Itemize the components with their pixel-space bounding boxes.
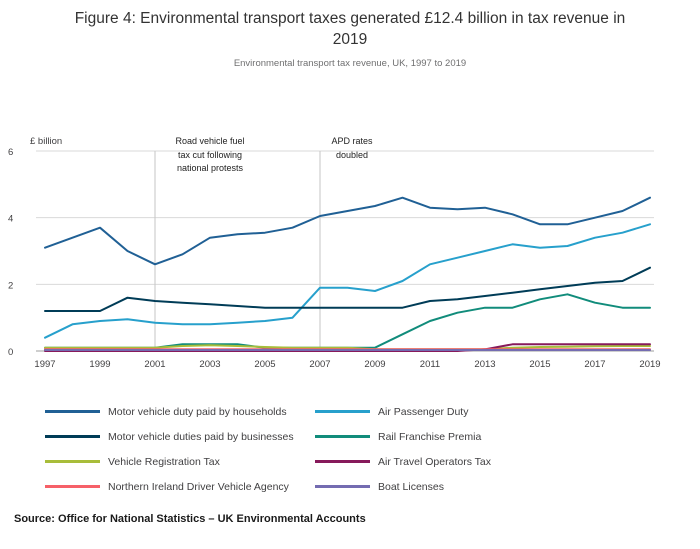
legend-item[interactable]: Northern Ireland Driver Vehicle Agency (45, 479, 315, 494)
legend-label: Boat Licenses (378, 480, 444, 493)
legend-label: Motor vehicle duty paid by households (108, 405, 287, 418)
x-tick-label: 2011 (420, 359, 440, 370)
x-tick-label: 2005 (254, 359, 275, 370)
annotation-fuel-protests: Road vehicle fuel tax cut following nation… (150, 135, 270, 176)
legend-item[interactable]: Air Travel Operators Tax (315, 454, 491, 469)
annotation-text-line: doubled (335, 149, 369, 160)
annotation-apd-doubled: APD rates doubled (314, 135, 390, 162)
x-tick-label: 2003 (199, 359, 220, 370)
source-label: Source: (14, 513, 55, 525)
legend-swatch (315, 460, 370, 463)
legend-swatch (45, 485, 100, 488)
series-line (44, 196, 651, 266)
legend-item[interactable]: Motor vehicle duty paid by households (45, 404, 315, 419)
series-line (44, 223, 651, 339)
chart-title: Figure 4: Environmental transport taxes … (74, 10, 626, 48)
chart-area: £ billion Road vehicle fuel tax cut follo… (0, 130, 700, 380)
y-tick-label: 0 (8, 347, 13, 358)
legend-swatch (315, 435, 370, 438)
legend-label: Vehicle Registration Tax (108, 455, 220, 468)
legend-swatch (315, 485, 370, 488)
y-axis-unit-label: £ billion (30, 136, 63, 147)
x-tick-label: 2009 (364, 359, 385, 370)
y-tick-label: 6 (8, 147, 13, 158)
legend-label: Rail Franchise Premia (378, 430, 482, 443)
legend-swatch (45, 460, 100, 463)
x-tick-label: 1999 (89, 359, 110, 370)
x-tick-label: 1997 (34, 359, 55, 370)
annotation-text-line: national protests (176, 163, 244, 173)
legend-label: Air Travel Operators Tax (378, 455, 492, 468)
legend-label: Northern Ireland Driver Vehicle Agency (108, 480, 289, 493)
chart-subtitle: Environmental transport tax revenue, UK,… (233, 58, 467, 69)
annotation-text-line: Road vehicle fuel (175, 136, 245, 146)
legend-item[interactable]: Rail Franchise Premia (315, 429, 491, 444)
legend-swatch (45, 410, 100, 413)
series-line (44, 344, 651, 351)
annotation-text-line: APD rates (331, 136, 373, 146)
x-tick-label: 2001 (144, 359, 165, 370)
x-tick-label: 2013 (474, 359, 495, 370)
legend-label: Motor vehicle duties paid by businesses (108, 430, 294, 443)
legend-item[interactable]: Boat Licenses (315, 479, 491, 494)
legend-item[interactable]: Vehicle Registration Tax (45, 454, 315, 469)
source-text: Office for National Statistics – UK Envi… (58, 513, 366, 525)
x-tick-label: 2007 (309, 359, 330, 370)
y-tick-label: 2 (8, 280, 13, 291)
annotation-text-line: tax cut following (177, 149, 243, 160)
legend-item[interactable]: Motor vehicle duties paid by businesses (45, 429, 315, 444)
legend-swatch (315, 410, 370, 413)
series-line (44, 266, 651, 312)
legend-swatch (45, 435, 100, 438)
legend: Motor vehicle duty paid by households Air… (45, 404, 491, 494)
y-tick-label: 4 (8, 214, 13, 225)
x-tick-label: 2015 (529, 359, 550, 370)
line-chart-canvas: 0 2 4 6 1997 1999 2001 2003 2005 2007 2009 2011 2013… (8, 147, 661, 370)
legend-label: Air Passenger Duty (378, 405, 469, 418)
legend-item[interactable]: Air Passenger Duty (315, 404, 491, 419)
x-tick-label: 2019 (639, 359, 660, 370)
source-note: Source: Office for National Statistics –… (14, 513, 366, 525)
x-tick-label: 2017 (584, 359, 605, 370)
